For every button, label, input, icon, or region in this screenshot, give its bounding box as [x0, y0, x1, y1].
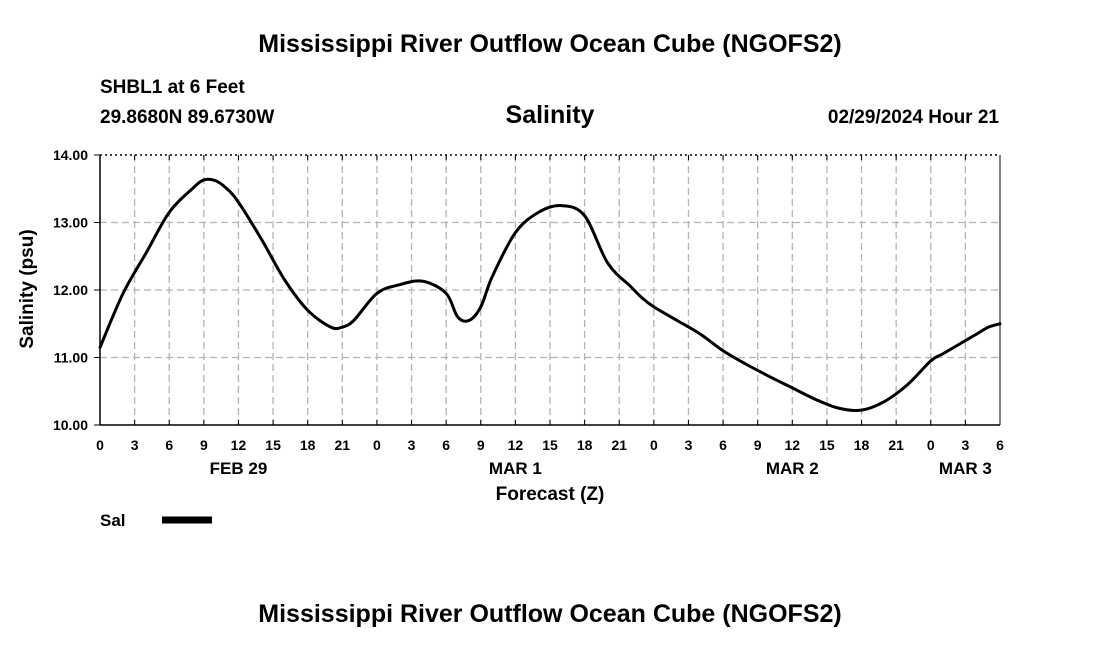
chart-title: Salinity	[505, 101, 595, 129]
coordinates-label: 29.8680N 89.6730W	[100, 107, 275, 128]
y-tick-label: 10.00	[53, 417, 88, 433]
x-tick-label: 0	[96, 437, 104, 453]
series-layer	[98, 177, 1002, 413]
x-tick-label: 12	[508, 437, 524, 453]
x-tick-label: 21	[888, 437, 904, 453]
x-tick-label: 0	[373, 437, 381, 453]
x-tick-label: 12	[785, 437, 801, 453]
x-tick-label: 18	[300, 437, 316, 453]
forecast-datetime: 02/29/2024 Hour 21	[827, 107, 999, 128]
x-tick-label: 9	[754, 437, 762, 453]
station-label: SHBL1 at 6 Feet	[100, 77, 245, 98]
x-tick-label: 6	[442, 437, 450, 453]
chart-main-title: Mississippi River Outflow Ocean Cube (NG…	[258, 30, 842, 58]
x-tick-label: 6	[719, 437, 727, 453]
x-tick-label: 0	[927, 437, 935, 453]
x-tick-label: 9	[200, 437, 208, 453]
tick-labels: 0 3 6 9 12 15 18 21 0 3 6 9 12 15 18 21 0 3 6 9 12 15 18 21 0 3 6 1…	[53, 147, 1004, 478]
legend: Sal	[100, 511, 212, 530]
x-tick-label: 3	[685, 437, 693, 453]
y-axis-label: Salinity (psu)	[17, 229, 38, 348]
date-label: MAR 1	[489, 459, 542, 478]
x-tick-label: 18	[854, 437, 870, 453]
x-tick-label: 0	[650, 437, 658, 453]
x-tick-label: 12	[231, 437, 247, 453]
date-label: MAR 3	[939, 459, 992, 478]
x-axis-label: Forecast (Z)	[496, 484, 605, 505]
x-tick-label: 21	[335, 437, 351, 453]
x-tick-label: 15	[542, 437, 558, 453]
x-tick-label: 3	[408, 437, 416, 453]
x-tick-label: 3	[131, 437, 139, 453]
axes	[94, 154, 1001, 426]
y-tick-label: 11.00	[54, 350, 88, 366]
grid	[100, 155, 1000, 425]
legend-label-sal: Sal	[100, 511, 126, 530]
footer-title: Mississippi River Outflow Ocean Cube (NG…	[258, 600, 842, 628]
x-tick-label: 15	[265, 437, 281, 453]
x-tick-label: 6	[165, 437, 173, 453]
date-label: MAR 2	[766, 459, 819, 478]
x-tick-label: 21	[611, 437, 627, 453]
x-tick-label: 3	[961, 437, 969, 453]
series-line-sal	[98, 177, 1002, 413]
x-tick-label: 15	[819, 437, 835, 453]
y-tick-label: 13.00	[53, 215, 88, 231]
x-tick-label: 9	[477, 437, 485, 453]
y-tick-label: 14.00	[53, 147, 88, 163]
y-tick-label: 12.00	[53, 282, 88, 298]
x-tick-label: 6	[996, 437, 1004, 453]
date-label: FEB 29	[210, 459, 268, 478]
x-tick-label: 18	[577, 437, 593, 453]
